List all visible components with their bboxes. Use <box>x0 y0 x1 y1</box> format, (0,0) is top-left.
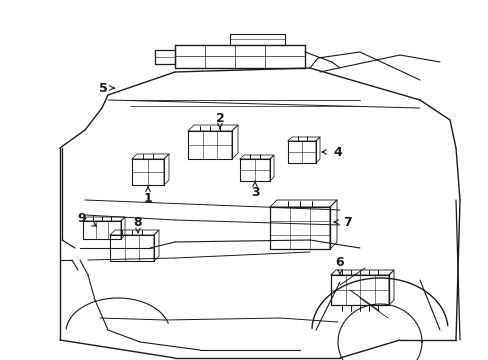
Text: 4: 4 <box>333 145 342 158</box>
Text: 2: 2 <box>215 112 224 125</box>
Text: 6: 6 <box>335 256 344 269</box>
Text: 8: 8 <box>133 216 142 229</box>
Text: 7: 7 <box>343 216 352 229</box>
Text: 5: 5 <box>99 81 107 94</box>
Text: 3: 3 <box>250 185 259 198</box>
Text: 9: 9 <box>78 211 86 225</box>
Text: 1: 1 <box>143 192 152 204</box>
